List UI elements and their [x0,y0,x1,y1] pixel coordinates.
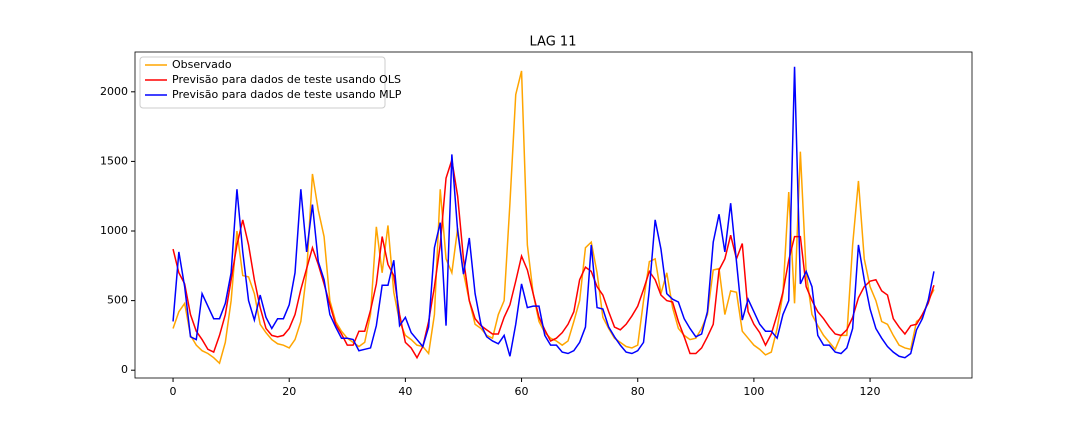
legend-label: Previsão para dados de teste usando MLP [172,88,402,101]
line-series [172,159,935,360]
legend-box [139,56,386,109]
x-tick-label: 80 [631,385,645,398]
x-tick-label: 100 [743,385,764,398]
y-tick-label: 1000 [100,224,128,237]
y-tick-label: 0 [121,363,128,376]
x-tick-label: 20 [282,385,296,398]
y-tick-label: 2000 [100,85,128,98]
legend-label: Previsão para dados de teste usando OLS [172,73,401,86]
y-tick-label: 500 [107,294,128,307]
y-tick-label: 1500 [100,154,128,167]
x-tick-label: 120 [860,385,881,398]
x-tick-label: 0 [170,385,177,398]
x-tick-label: 60 [515,385,529,398]
chart-title: LAG 11 [530,35,577,50]
legend-label: Observado [172,58,232,71]
x-tick-label: 40 [398,385,412,398]
line-series [172,66,935,359]
plot-frame [134,51,973,379]
